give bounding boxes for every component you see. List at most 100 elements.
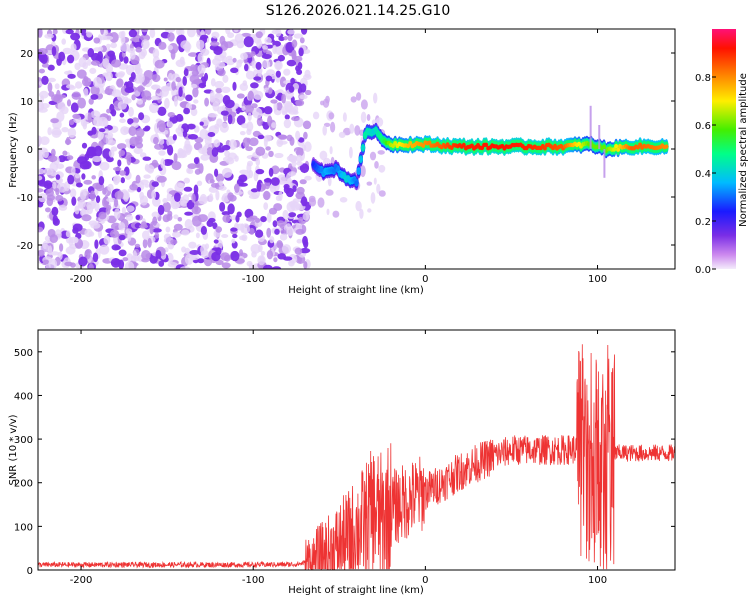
noise-blob bbox=[356, 92, 362, 101]
noise-blob bbox=[187, 29, 196, 38]
noise-blob bbox=[38, 193, 47, 203]
figure-title: S126.2026.021.14.25.G10 bbox=[266, 3, 451, 19]
noise-blob bbox=[271, 177, 280, 186]
noise-blob bbox=[276, 102, 283, 111]
noise-blob bbox=[52, 214, 58, 225]
noise-blob bbox=[47, 127, 52, 136]
noise-blob bbox=[287, 29, 295, 35]
noise-blob bbox=[226, 55, 233, 61]
noise-blob bbox=[230, 67, 239, 74]
noise-blob bbox=[111, 109, 117, 117]
x-tick-label: 0 bbox=[422, 575, 428, 586]
noise-blob bbox=[266, 212, 272, 223]
noise-blob bbox=[208, 186, 218, 193]
noise-blob bbox=[215, 226, 222, 233]
noise-blob bbox=[65, 246, 76, 255]
noise-blob bbox=[288, 253, 298, 264]
noise-blob bbox=[125, 228, 133, 235]
noise-blob bbox=[149, 224, 154, 235]
noise-blob bbox=[53, 94, 63, 104]
noise-blob bbox=[81, 142, 88, 149]
noise-blob bbox=[97, 131, 104, 141]
colorbar-tick-label: 0.6 bbox=[695, 121, 711, 132]
noise-blob bbox=[173, 153, 178, 163]
snr-x-label: Height of straight line (km) bbox=[288, 585, 424, 596]
noise-blob bbox=[162, 201, 171, 213]
noise-blob bbox=[51, 206, 59, 216]
ridge-core bbox=[408, 141, 413, 146]
noise-blob bbox=[243, 104, 255, 114]
noise-blob bbox=[106, 197, 116, 203]
noise-blob bbox=[113, 198, 119, 208]
noise-blob bbox=[277, 253, 287, 260]
noise-blob bbox=[271, 122, 277, 129]
noise-blob bbox=[74, 205, 80, 215]
noise-blob bbox=[94, 145, 103, 157]
noise-blob bbox=[244, 63, 249, 72]
ridge-core bbox=[319, 167, 324, 172]
noise-blob bbox=[74, 62, 81, 71]
noise-blob bbox=[158, 41, 167, 50]
noise-blob bbox=[127, 118, 134, 125]
noise-blob bbox=[217, 62, 226, 69]
snr-series bbox=[38, 344, 675, 570]
noise-blob bbox=[149, 102, 159, 114]
noise-blob bbox=[378, 190, 386, 197]
noise-blob bbox=[181, 246, 187, 253]
noise-blob bbox=[295, 148, 304, 157]
noise-blob bbox=[231, 238, 236, 244]
noise-blob bbox=[212, 101, 220, 112]
noise-blob bbox=[210, 41, 220, 47]
noise-blob bbox=[213, 239, 219, 244]
noise-blob bbox=[377, 150, 385, 155]
noise-blob bbox=[242, 137, 250, 148]
noise-blob bbox=[120, 43, 131, 52]
noise-blob bbox=[99, 244, 110, 255]
noise-blob bbox=[185, 94, 193, 102]
noise-blob bbox=[197, 52, 204, 64]
noise-blob bbox=[234, 33, 244, 44]
noise-blob bbox=[234, 183, 240, 193]
x-tick-label: 0 bbox=[422, 274, 428, 285]
ridge-core bbox=[484, 142, 489, 147]
colorbar-tick-label: 0.0 bbox=[695, 265, 711, 276]
ridge-core bbox=[421, 143, 426, 148]
noise-blob bbox=[118, 249, 127, 257]
noise-blob bbox=[339, 197, 348, 203]
noise-blob bbox=[147, 237, 152, 248]
noise-blob bbox=[151, 159, 158, 167]
noise-blob bbox=[181, 229, 190, 236]
noise-blob bbox=[150, 95, 160, 101]
ridge-core bbox=[378, 134, 383, 139]
noise-blob bbox=[293, 33, 303, 39]
ridge-core bbox=[461, 142, 466, 148]
ridge-core bbox=[354, 180, 359, 185]
noise-blob bbox=[218, 185, 227, 191]
noise-blob bbox=[135, 67, 143, 75]
noise-blob bbox=[249, 227, 255, 235]
noise-blob bbox=[200, 225, 207, 235]
noise-blob bbox=[112, 175, 122, 184]
noise-blob bbox=[142, 230, 150, 240]
noise-blob bbox=[107, 183, 114, 192]
noise-blob bbox=[45, 207, 51, 213]
noise-blob bbox=[122, 257, 129, 262]
noise-blob bbox=[80, 29, 86, 36]
ridge-core bbox=[342, 173, 347, 178]
noise-blob bbox=[283, 68, 291, 76]
noise-blob bbox=[359, 208, 364, 219]
noise-blob bbox=[250, 243, 261, 254]
noise-blob bbox=[196, 39, 205, 50]
noise-blob bbox=[295, 99, 305, 107]
noise-blob bbox=[99, 161, 110, 171]
noise-blob bbox=[291, 49, 297, 60]
noise-blob bbox=[255, 158, 261, 166]
noise-blob bbox=[175, 127, 184, 135]
noise-blob bbox=[262, 45, 268, 50]
noise-blob bbox=[98, 46, 104, 52]
noise-blob bbox=[221, 167, 233, 178]
noise-blob bbox=[291, 116, 300, 122]
noise-blob bbox=[142, 156, 152, 161]
noise-blob bbox=[65, 230, 71, 238]
